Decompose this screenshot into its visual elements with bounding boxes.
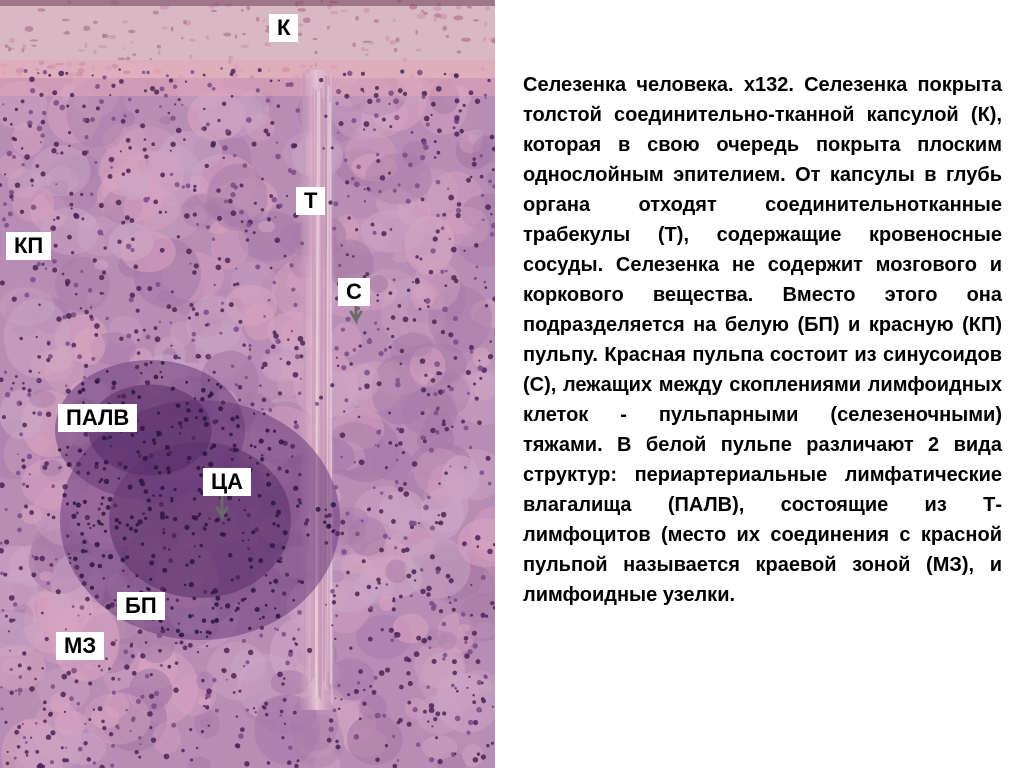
figure-label-mz: МЗ [56,632,104,660]
figure-label-t: Т [296,187,325,215]
figure-label-kp: КП [6,232,51,260]
figure-label-ca: ЦА [203,468,251,496]
figure-label-bp: БП [117,592,165,620]
histology-figure: К Т КП С ПАЛВ ЦА БП МЗ [0,0,495,768]
description-text: Селезенка человека. х132. Селезенка покр… [495,0,1024,768]
figure-label-palv: ПАЛВ [58,404,137,432]
figure-label-s: С [338,278,370,306]
figure-label-k: К [269,14,298,42]
